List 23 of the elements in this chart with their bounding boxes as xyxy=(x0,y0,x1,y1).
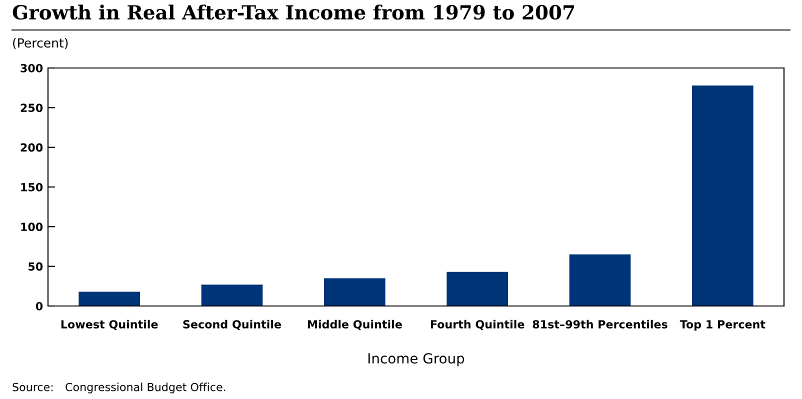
source-note: Source: Congressional Budget Office. xyxy=(12,382,226,394)
x-tick-label: Second Quintile xyxy=(183,320,281,330)
x-tick-label: Fourth Quintile xyxy=(430,320,524,330)
bar xyxy=(446,272,508,306)
bar xyxy=(569,254,631,306)
y-tick-label: 200 xyxy=(20,143,43,152)
x-tick-label: Top 1 Percent xyxy=(680,320,766,331)
bar xyxy=(78,292,140,306)
bar xyxy=(201,284,263,306)
chart-title: Growth in Real After-Tax Income from 1979 to 2007 xyxy=(12,4,574,20)
y-tick-label: 50 xyxy=(28,262,43,271)
y-axis-title: (Percent) xyxy=(13,38,68,50)
y-tick-label: 250 xyxy=(20,104,43,112)
y-tick-label: 100 xyxy=(21,222,43,232)
y-tick-label: 150 xyxy=(21,182,43,192)
y-tick-label: 300 xyxy=(20,64,43,72)
x-tick-label: 81st–99th Percentiles xyxy=(532,320,668,328)
y-tick-label: 0 xyxy=(36,302,43,310)
x-tick-label: Lowest Quintile xyxy=(61,320,158,330)
x-axis-title: Income Group xyxy=(368,353,464,366)
x-tick-label: Middle Quintile xyxy=(308,320,402,330)
bar xyxy=(324,278,386,306)
bar xyxy=(692,85,754,306)
